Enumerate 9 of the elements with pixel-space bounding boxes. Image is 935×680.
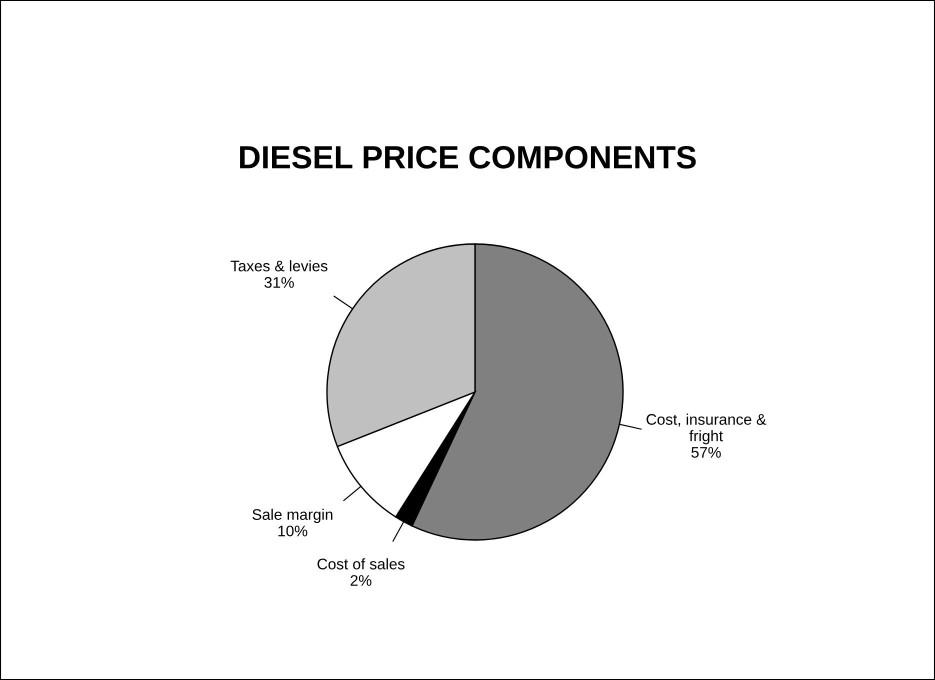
slice-label: Sale margin	[252, 508, 332, 523]
slice-label: Cost of sales	[318, 558, 405, 570]
slice-label: Cost, insurance & fright	[646, 414, 766, 444]
data-label: 2%	[350, 575, 372, 586]
chart-title: DIESEL PRICE COMPONENTS	[240, 146, 696, 169]
data-label: 57%	[691, 447, 721, 458]
data-label: 10%	[278, 526, 308, 536]
slice-label: Taxes & levies	[230, 260, 328, 272]
data-label: 31%	[264, 277, 294, 288]
